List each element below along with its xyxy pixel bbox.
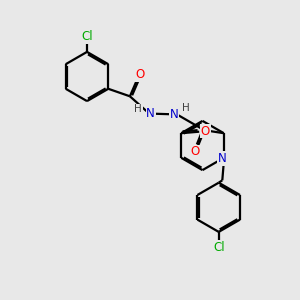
Text: Cl: Cl [81,30,93,43]
Text: O: O [135,68,144,81]
Text: O: O [201,124,210,138]
Text: H: H [182,103,190,113]
Text: H: H [134,104,142,115]
Text: N: N [218,152,227,165]
Text: O: O [190,145,199,158]
Text: N: N [169,108,178,121]
Text: N: N [146,107,155,120]
Text: Cl: Cl [213,241,224,254]
